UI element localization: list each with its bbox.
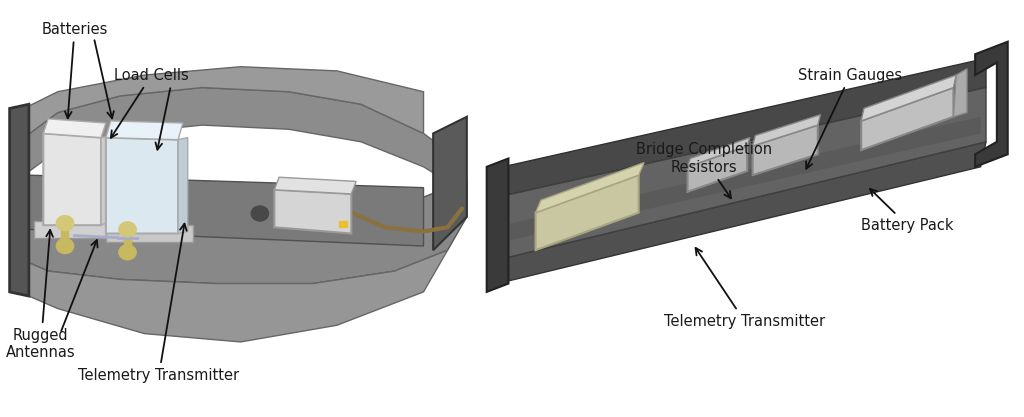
Text: Bridge Completion
Resistors: Bridge Completion Resistors: [636, 142, 772, 198]
Polygon shape: [503, 117, 981, 242]
Circle shape: [119, 222, 136, 237]
Text: Telemetry Transmitter: Telemetry Transmitter: [78, 224, 240, 383]
Polygon shape: [19, 250, 447, 342]
Polygon shape: [503, 58, 986, 196]
Polygon shape: [19, 179, 467, 284]
Text: Battery Pack: Battery Pack: [861, 189, 953, 233]
Text: Batteries: Batteries: [41, 22, 108, 118]
Polygon shape: [25, 67, 424, 138]
Bar: [339, 221, 346, 227]
Polygon shape: [953, 69, 967, 117]
Text: Strain Gauges: Strain Gauges: [799, 68, 902, 169]
Polygon shape: [503, 88, 986, 259]
Circle shape: [56, 216, 74, 231]
Polygon shape: [687, 138, 750, 167]
Polygon shape: [274, 177, 356, 194]
Circle shape: [119, 245, 136, 260]
Circle shape: [251, 206, 268, 221]
Polygon shape: [753, 115, 820, 146]
Polygon shape: [536, 175, 639, 250]
Polygon shape: [433, 117, 467, 250]
Polygon shape: [687, 146, 748, 192]
Polygon shape: [178, 138, 187, 234]
Polygon shape: [861, 88, 953, 150]
Polygon shape: [975, 42, 1008, 167]
Polygon shape: [43, 119, 105, 138]
Polygon shape: [274, 190, 351, 234]
Text: Telemetry Transmitter: Telemetry Transmitter: [664, 248, 825, 329]
Polygon shape: [105, 225, 193, 242]
Polygon shape: [536, 163, 644, 213]
Polygon shape: [43, 133, 101, 225]
Polygon shape: [105, 138, 178, 234]
Text: Rugged
Antennas: Rugged Antennas: [6, 230, 76, 360]
Polygon shape: [25, 88, 457, 188]
Circle shape: [56, 239, 74, 254]
Polygon shape: [29, 175, 424, 246]
Polygon shape: [101, 136, 111, 225]
Polygon shape: [498, 142, 986, 284]
Text: Load Cells: Load Cells: [111, 68, 189, 138]
Polygon shape: [105, 121, 183, 140]
Polygon shape: [34, 221, 105, 238]
Polygon shape: [861, 75, 956, 121]
Polygon shape: [486, 158, 508, 292]
Polygon shape: [753, 125, 818, 175]
Polygon shape: [9, 104, 29, 296]
